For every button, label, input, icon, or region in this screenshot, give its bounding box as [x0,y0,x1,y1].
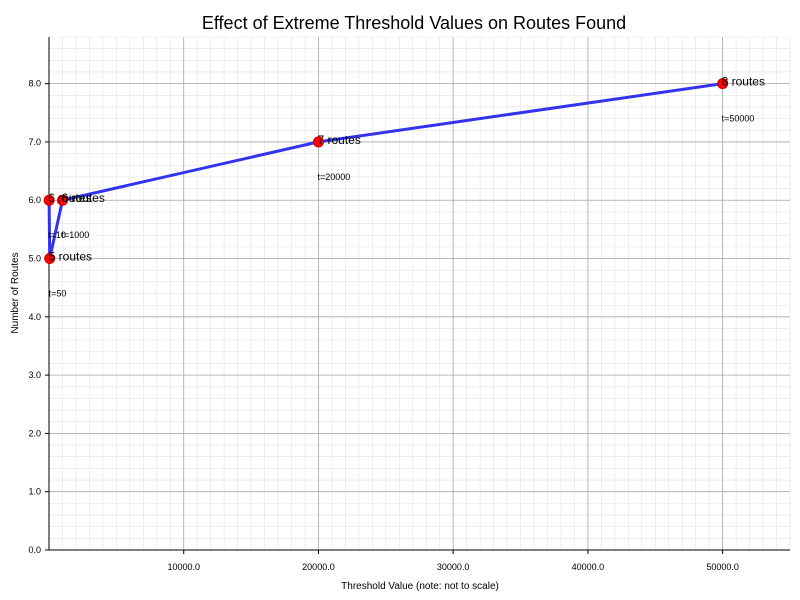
grid [48,36,791,551]
y-axis-label: Number of Routes [10,252,21,333]
data-point [43,194,55,206]
y-tick-label: 3.0 [28,370,41,380]
threshold-label: t=50 [49,289,67,299]
threshold-label: t=1000 [61,230,89,240]
data-point-label: 6 routes [48,191,91,205]
threshold-label: t=50000 [722,114,755,124]
chart-title: Effect of Extreme Threshold Values on Ro… [202,13,626,33]
data-point-label: 8 routes [722,75,765,89]
data-point [56,194,68,206]
y-tick-label: 8.0 [28,79,41,89]
series [43,78,729,265]
x-tick-label: 40000.0 [572,562,605,572]
axes [48,37,790,551]
data-point [312,136,324,148]
x-tick-label: 50000.0 [706,562,739,572]
ticks: 10000.0 20000.0 30000.0 40000.0 50000.0 0.0 1.… [28,79,738,572]
data-point-label: 6 routes [61,191,104,205]
y-tick-label: 4.0 [28,312,41,322]
data-point [717,78,729,90]
x-tick-label: 10000.0 [167,562,200,572]
y-tick-label: 2.0 [28,428,41,438]
data-point [44,253,56,265]
threshold-label: t=10 [48,230,66,240]
x-tick-label: 30000.0 [437,562,470,572]
data-point-label: 5 routes [49,250,92,264]
y-tick-label: 7.0 [28,137,41,147]
threshold-label: t=20000 [317,172,350,182]
y-tick-label: 6.0 [28,195,41,205]
x-tick-label: 20000.0 [302,562,335,572]
y-tick-label: 5.0 [28,254,41,264]
data-point-label: 7 routes [317,133,360,147]
point-labels: 6 routes t=10 5 routes t=50 6 routes t=1000 7 … [48,75,765,299]
y-tick-label: 0.0 [28,545,41,555]
x-axis-label: Threshold Value (note: not to scale) [341,581,499,592]
y-tick-label: 1.0 [28,487,41,497]
